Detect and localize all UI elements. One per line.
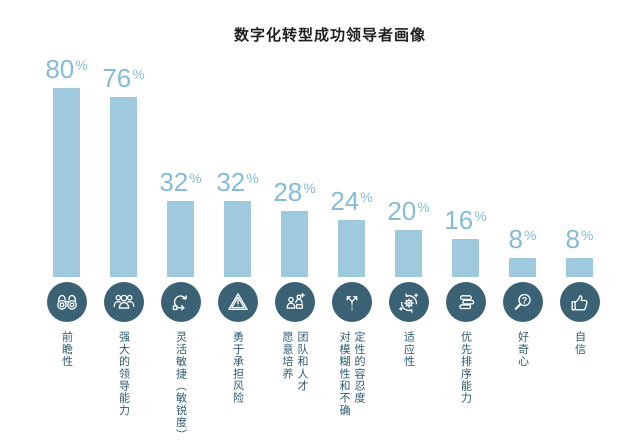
category-icon-circle bbox=[217, 282, 258, 322]
category-icon-circle bbox=[445, 282, 486, 322]
bar-value-label: 16% bbox=[444, 205, 487, 236]
bar bbox=[167, 201, 194, 277]
bar bbox=[224, 201, 251, 277]
bar-value-label: 24% bbox=[330, 186, 373, 217]
chart-title: 数字化转型成功领导者画像 bbox=[233, 27, 426, 44]
category-icon-circle bbox=[103, 282, 144, 322]
risk-warning-icon bbox=[227, 293, 248, 311]
category-label: 强大的领导能力 bbox=[117, 331, 130, 417]
category-label: 愿意培养 团队和人才 bbox=[281, 331, 308, 392]
bar-column-confidence: 8% 自信 bbox=[551, 0, 608, 446]
category-label: 前瞻性 bbox=[60, 331, 73, 368]
category-icon-circle bbox=[331, 282, 372, 322]
bar bbox=[509, 258, 536, 277]
bar bbox=[452, 239, 479, 277]
talent-development-icon bbox=[286, 292, 305, 309]
svg-text:?: ? bbox=[521, 295, 527, 305]
bar bbox=[53, 88, 80, 277]
bar-column-curiosity: 8% ? 好奇心 bbox=[494, 0, 551, 446]
bar-column-foresight: 80% 前瞻性 bbox=[38, 0, 95, 446]
bar-value-label: 28% bbox=[273, 176, 316, 207]
bar-column-leadership: 76% 强大的领导能力 bbox=[95, 0, 152, 446]
category-label: 对模糊性和不确 定性的容忍度 bbox=[338, 331, 365, 417]
category-label: 适应性 bbox=[402, 331, 415, 368]
bar-column-agility: 32% 灵活敏捷（敏锐度） bbox=[152, 0, 209, 446]
bar-value-label: 8% bbox=[508, 224, 537, 255]
bar-value-label: 80% bbox=[45, 54, 88, 84]
bar-value-label: 20% bbox=[387, 195, 430, 226]
bar-value-label: 76% bbox=[102, 63, 145, 94]
agile-cycle-icon bbox=[172, 295, 187, 311]
curiosity-magnifier-icon: ? bbox=[514, 293, 531, 310]
bar-column-risk-taking: 32% 勇于承担风险 bbox=[209, 0, 266, 446]
category-icon-circle bbox=[388, 282, 429, 322]
bar bbox=[338, 220, 365, 277]
binoculars-icon bbox=[56, 294, 77, 310]
category-icon-circle bbox=[160, 282, 201, 322]
category-label: 灵活敏捷（敏锐度） bbox=[174, 331, 187, 441]
bar-column-talent-development: 28% 愿意培养 团队和人才 bbox=[266, 0, 323, 446]
category-label: 自信 bbox=[573, 331, 586, 356]
category-label: 优先排序能力 bbox=[459, 331, 472, 405]
team-icon bbox=[113, 294, 134, 309]
bar-value-label: 32% bbox=[159, 167, 202, 198]
bar-value-label: 32% bbox=[216, 167, 259, 198]
category-label: 勇于承担风险 bbox=[231, 331, 244, 405]
category-icon-circle bbox=[46, 282, 87, 322]
bar-column-ambiguity-tolerance: 24% 对模糊性和不确 定性的容忍度 bbox=[323, 0, 380, 446]
bar bbox=[281, 210, 308, 277]
stacked-layers-icon bbox=[458, 295, 474, 310]
bar bbox=[110, 97, 137, 277]
bar bbox=[566, 258, 593, 277]
branching-arrows-icon bbox=[346, 296, 357, 311]
category-icon-circle: ? bbox=[502, 282, 543, 322]
category-icon-circle bbox=[274, 282, 315, 322]
bar-column-prioritization: 16% 优先排序能力 bbox=[437, 0, 494, 446]
bar-column-adaptability: 20% 适应性 bbox=[380, 0, 437, 446]
thumbs-up-icon bbox=[571, 295, 588, 311]
category-label: 好奇心 bbox=[516, 331, 529, 368]
adaptability-gear-icon bbox=[398, 293, 418, 313]
category-icon-circle bbox=[559, 282, 600, 322]
bar bbox=[395, 229, 422, 277]
bar-value-label: 8% bbox=[565, 224, 594, 255]
